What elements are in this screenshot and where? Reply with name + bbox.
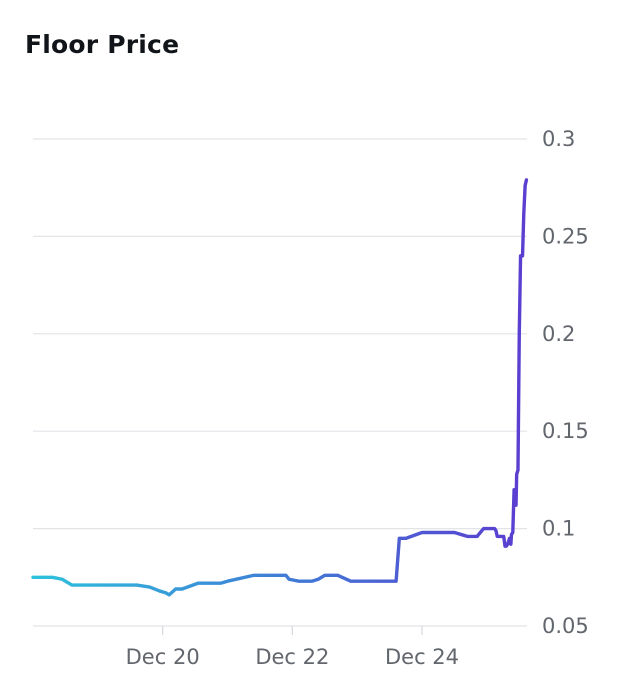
y-tick-label: 0.1 [542,517,575,541]
x-tick-label: Dec 20 [126,645,200,669]
x-tick-label: Dec 22 [255,645,329,669]
y-tick-label: 0.3 [542,127,575,151]
floor-price-line [31,178,529,597]
grid-lines [33,138,527,627]
y-axis-labels: 0.3 0.25 0.2 0.15 0.1 0.05 [542,127,589,638]
x-axis-ticks [162,626,423,635]
x-axis-labels: Dec 20 Dec 22 Dec 24 [126,645,459,669]
x-tick-label: Dec 24 [385,645,459,669]
y-tick-label: 0.05 [542,614,589,638]
chart-title: Floor Price [25,30,180,59]
y-tick-label: 0.15 [542,419,589,443]
y-tick-label: 0.2 [542,322,575,346]
y-tick-label: 0.25 [542,224,589,248]
